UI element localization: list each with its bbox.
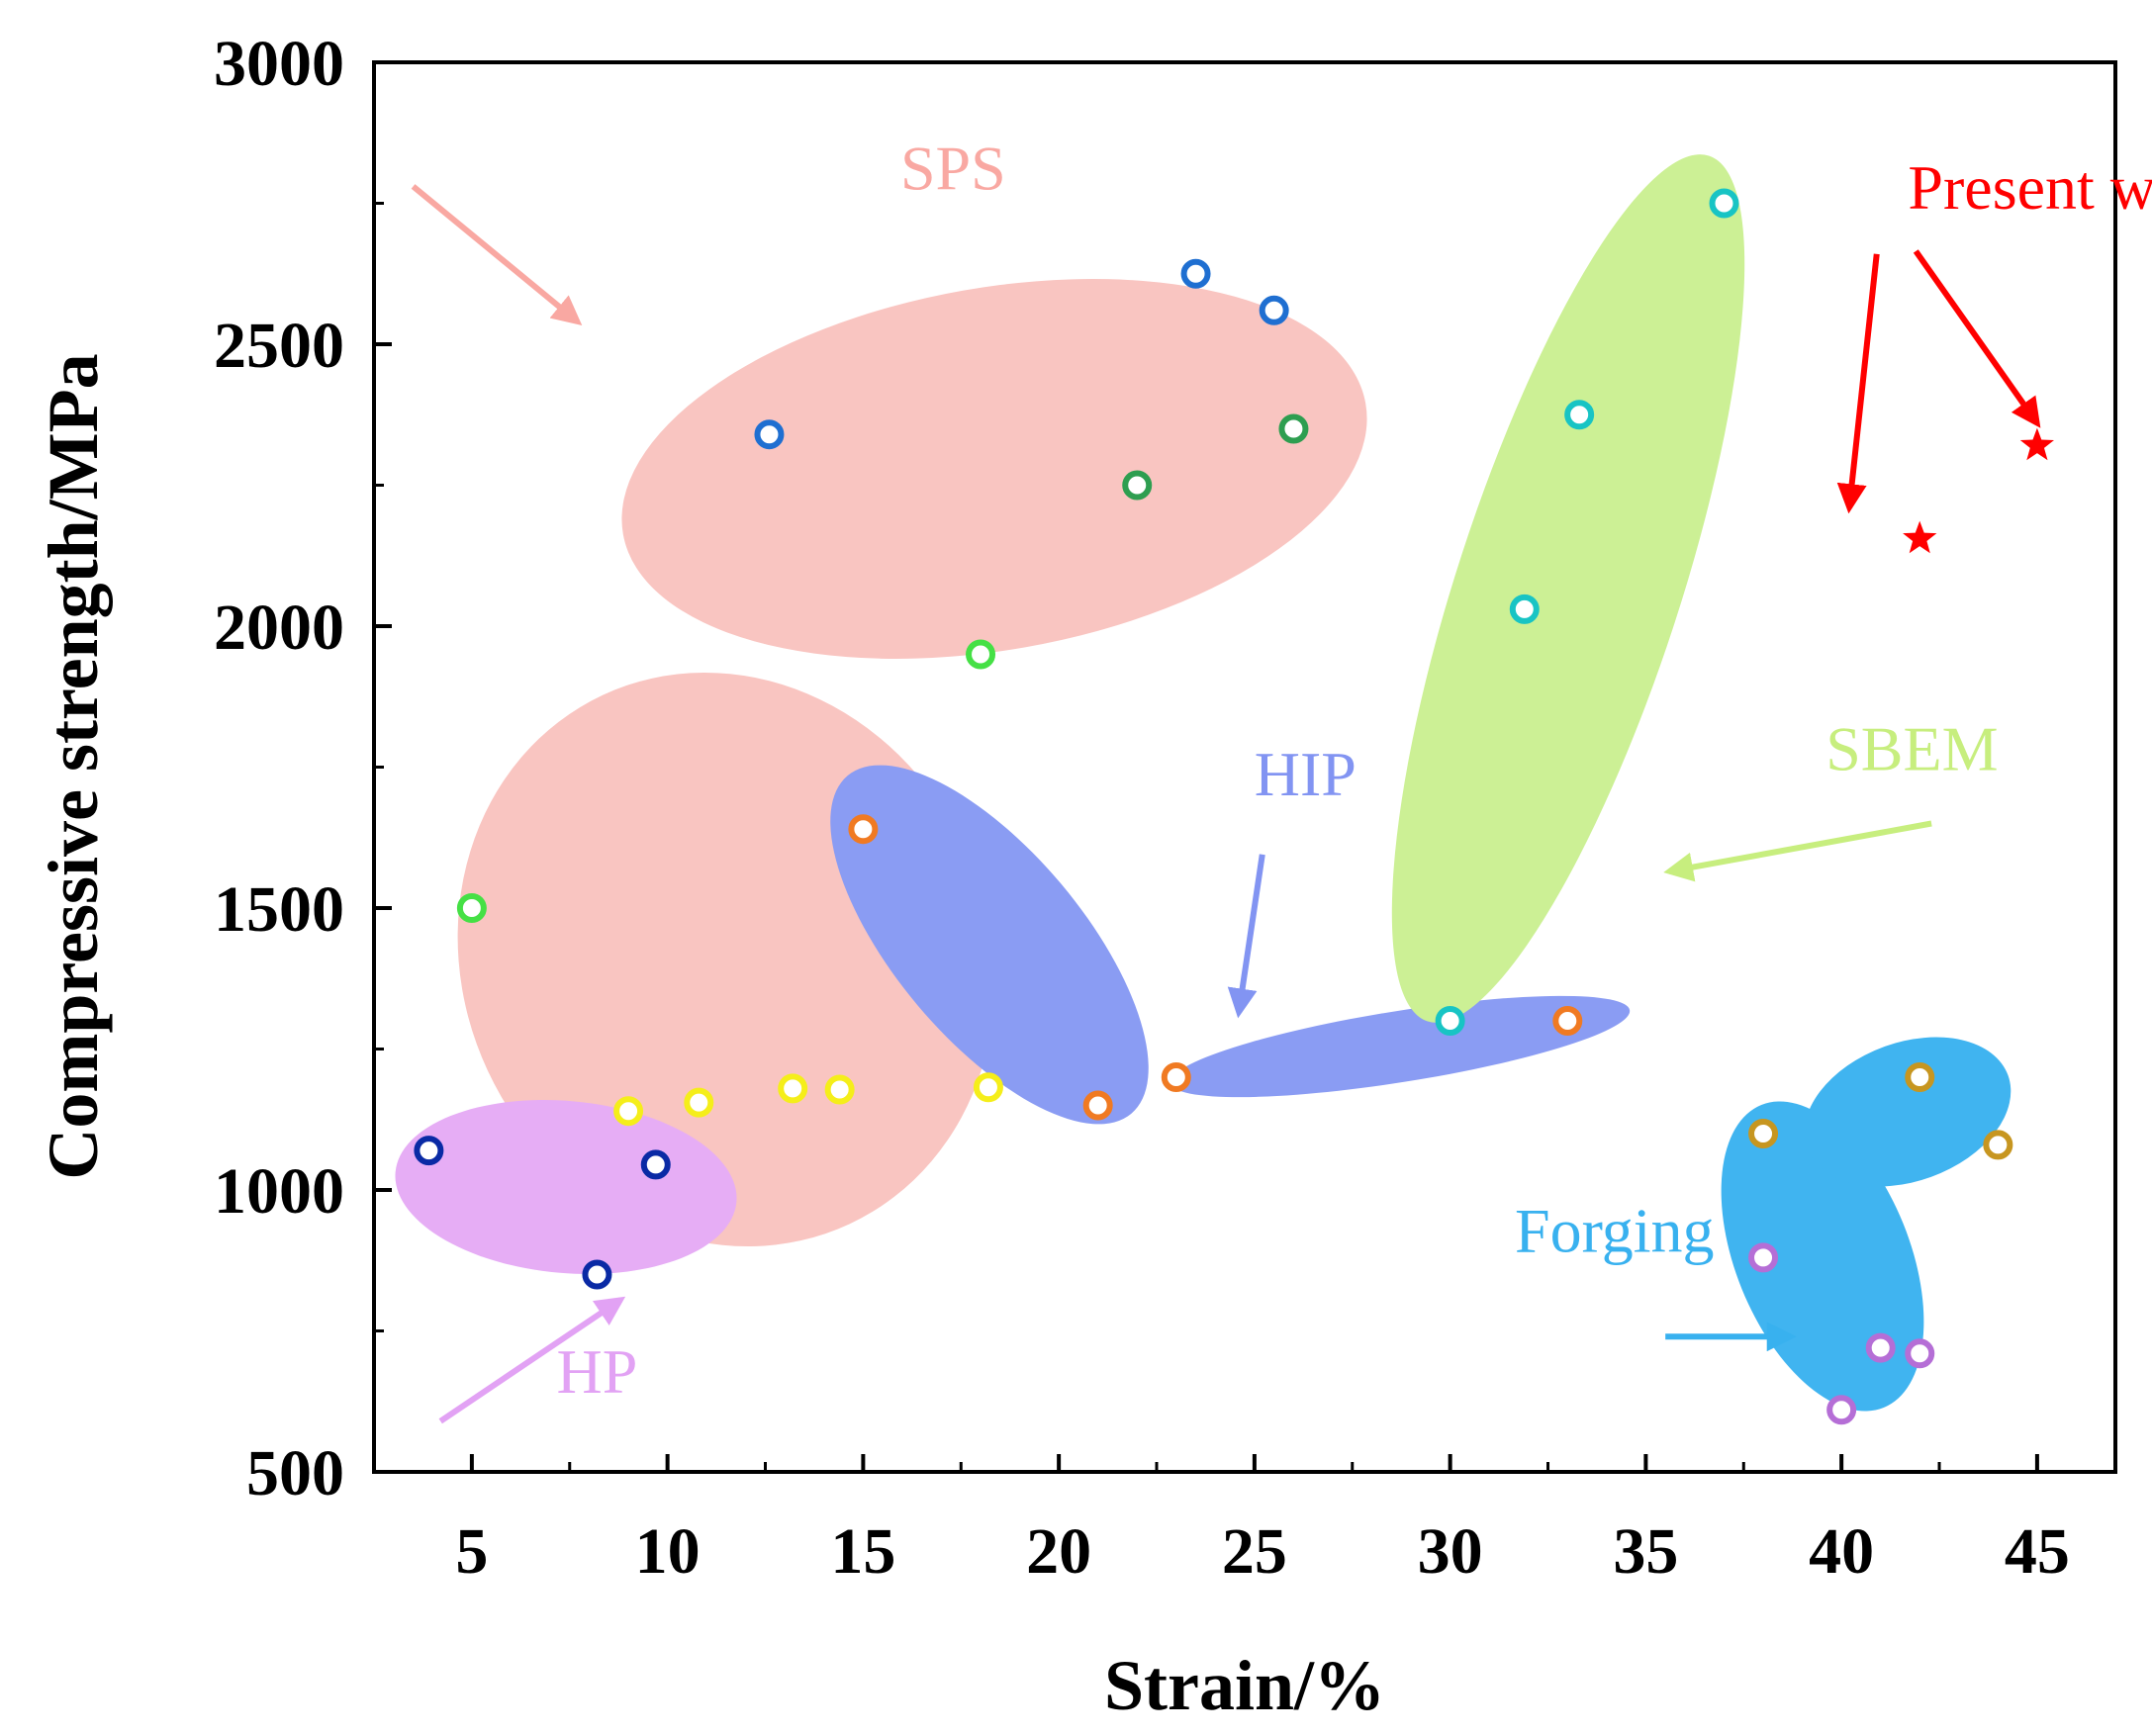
series-forging-gold <box>1748 1062 2013 1160</box>
x-tick-label: 40 <box>1809 1515 1874 1588</box>
data-point <box>778 1073 808 1104</box>
series-sps-green <box>1122 413 1309 501</box>
y-tick-label: 1500 <box>214 873 344 946</box>
data-point <box>1983 1130 2013 1160</box>
series-sbem-cyan <box>1435 188 1739 1036</box>
data-point <box>1161 1062 1191 1092</box>
x-tick-label: 35 <box>1613 1515 1678 1588</box>
data-point <box>1509 594 1540 624</box>
region-hip-right <box>1170 995 1631 1098</box>
sbem-arrow <box>1663 820 1932 882</box>
data-point <box>1552 1006 1583 1036</box>
series-sps-yellow <box>613 1072 1003 1127</box>
series-sps-lime <box>456 639 996 923</box>
y-tick-label: 3000 <box>214 28 344 100</box>
sps-arrow <box>411 184 583 326</box>
data-point <box>1259 295 1289 325</box>
x-tick-label: 15 <box>830 1515 895 1588</box>
data-point <box>456 893 487 923</box>
data-point <box>966 639 996 670</box>
x-tick-label: 45 <box>2005 1515 2070 1588</box>
series-hp-navy <box>414 1136 671 1290</box>
x-tick-label: 20 <box>1026 1515 1091 1588</box>
data-point <box>848 814 879 845</box>
y-axis: 500 1000 1500 2000 2500 3000 <box>214 28 392 1509</box>
x-tick-label: 5 <box>455 1515 488 1588</box>
y-axis-title: Compressive strength/MPa <box>34 353 113 1179</box>
hip-label: HIP <box>1255 739 1357 809</box>
data-point <box>754 419 785 450</box>
data-point <box>1748 1242 1779 1273</box>
data-point <box>414 1136 444 1166</box>
region-annotations: SPS HP HIP SBEM Forging <box>411 133 1998 1424</box>
data-point <box>824 1074 855 1105</box>
y-tick-label: 2500 <box>214 310 344 382</box>
data-point <box>1082 1090 1113 1121</box>
hp-arrow <box>438 1296 626 1424</box>
present-work-annotation: Present work <box>1836 152 2152 514</box>
data-point <box>1748 1119 1779 1148</box>
y-tick-label: 1000 <box>214 1155 344 1228</box>
region-hp <box>395 1100 737 1274</box>
region-forging-right <box>1804 1037 2012 1187</box>
region-sps-upper <box>621 279 1367 659</box>
data-point <box>1180 258 1211 289</box>
data-point <box>1905 1338 1935 1369</box>
data-point <box>613 1096 644 1127</box>
data-point <box>684 1087 714 1118</box>
forging-label: Forging <box>1515 1196 1715 1266</box>
y-tick-label: 500 <box>246 1437 344 1509</box>
x-tick-label: 10 <box>635 1515 701 1588</box>
hp-label: HP <box>557 1336 638 1407</box>
sbem-label: SBEM <box>1825 713 1998 783</box>
data-point <box>1435 1006 1465 1036</box>
data-point <box>1122 470 1153 501</box>
region-hip-left <box>830 765 1149 1125</box>
regions <box>395 154 2012 1412</box>
x-tick-label: 30 <box>1418 1515 1483 1588</box>
x-axis: 5 10 15 20 25 30 35 40 45 <box>455 1454 2070 1588</box>
present-work-label: Present work <box>1908 152 2152 223</box>
present-work-arrow-2 <box>1913 249 2041 428</box>
series-forging-purple <box>1748 1242 1935 1425</box>
series-hip-orange <box>848 814 1583 1121</box>
series-present-work <box>1903 427 2054 554</box>
data-point <box>1826 1395 1857 1425</box>
present-work-arrow-1 <box>1836 253 1880 514</box>
series-sps-blue <box>754 258 1289 450</box>
x-axis-title: Strain/% <box>1104 1646 1385 1725</box>
data-point <box>1905 1062 1935 1092</box>
sps-label: SPS <box>900 133 1006 203</box>
data-point <box>1564 400 1595 430</box>
data-points <box>414 188 2054 1425</box>
data-point-star <box>1903 520 1937 554</box>
region-sbem <box>1391 154 1745 1023</box>
data-point <box>1865 1332 1896 1363</box>
hip-arrow <box>1227 854 1265 1019</box>
data-point <box>973 1072 1003 1103</box>
data-point <box>640 1149 671 1180</box>
data-point <box>1278 413 1309 444</box>
data-point <box>1709 188 1739 219</box>
y-tick-label: 2000 <box>214 592 344 664</box>
data-point-star <box>2019 427 2054 461</box>
x-tick-label: 25 <box>1222 1515 1287 1588</box>
data-point <box>582 1259 612 1290</box>
